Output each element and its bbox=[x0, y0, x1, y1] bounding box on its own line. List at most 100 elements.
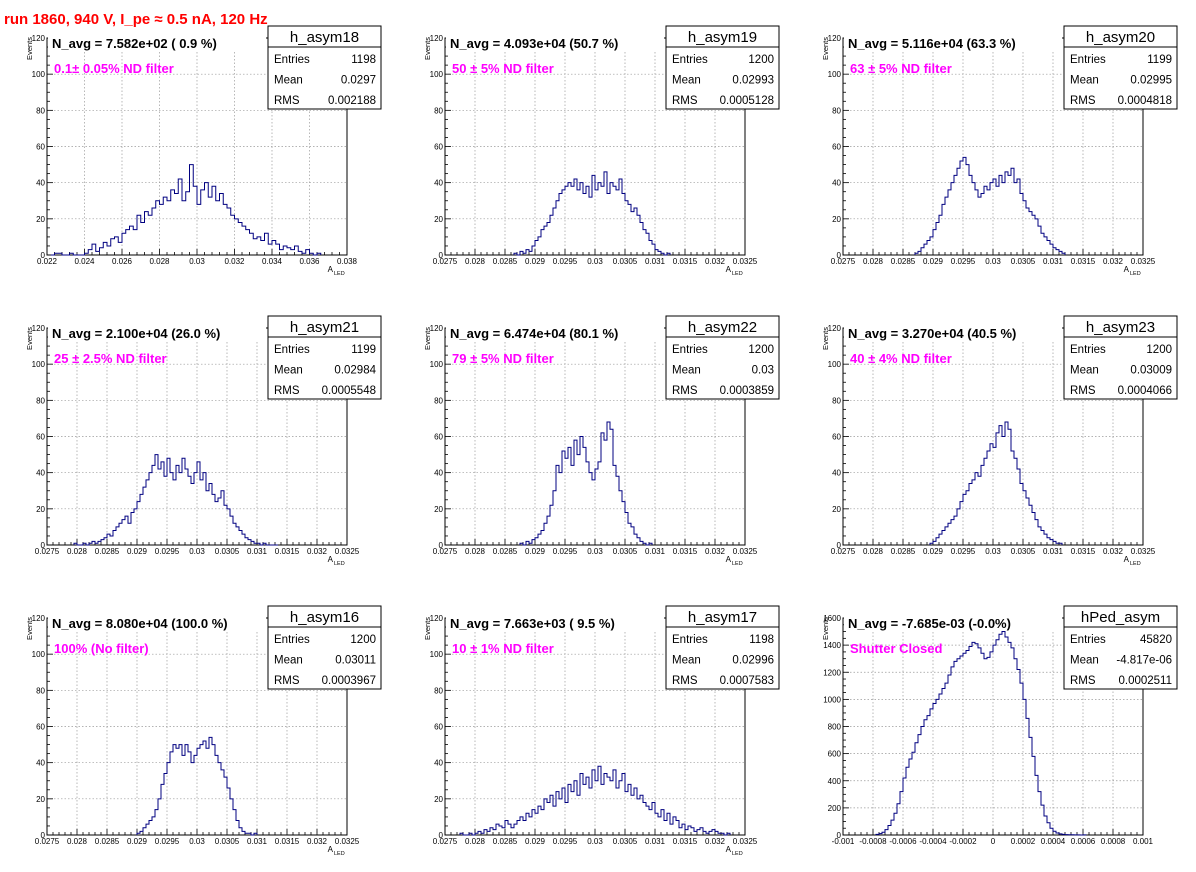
stats-value: 0.002188 bbox=[328, 95, 376, 107]
histogram-bin bbox=[111, 239, 115, 255]
histogram-bin bbox=[526, 541, 529, 545]
histogram-bin bbox=[951, 520, 954, 545]
x-tick-label: 0.0275 bbox=[433, 257, 458, 266]
histogram-bin bbox=[661, 810, 664, 835]
stats-box-name: h_asym21 bbox=[290, 319, 359, 336]
stats-value: 0.02996 bbox=[732, 655, 774, 667]
histogram-bin bbox=[1008, 429, 1011, 545]
histogram-bin bbox=[667, 253, 670, 255]
histogram-series-hPed_asym bbox=[875, 631, 1087, 836]
histogram-bin bbox=[559, 473, 562, 545]
histogram-bin bbox=[1053, 541, 1056, 545]
stats-value: 1200 bbox=[1146, 344, 1172, 356]
histogram-bin bbox=[1017, 179, 1020, 255]
histogram-bin bbox=[942, 204, 945, 255]
histogram-bin bbox=[98, 541, 101, 545]
histogram-bin bbox=[547, 802, 550, 835]
histogram-bin bbox=[969, 175, 972, 255]
histogram-bin bbox=[215, 755, 218, 835]
histogram-bin bbox=[637, 799, 640, 835]
histogram-panel-h_asym20: 0.0275 0.028 0.0285 0.029 0.0295 0.03 0.0305 0.… bbox=[821, 25, 1178, 277]
histogram-bin bbox=[589, 473, 592, 545]
x-tick-label: 0.0305 bbox=[613, 547, 638, 556]
histogram-bin bbox=[924, 244, 927, 255]
stats-box-name: h_asym17 bbox=[688, 609, 757, 626]
histogram-bin bbox=[145, 212, 149, 255]
histogram-bin bbox=[957, 509, 960, 545]
histogram-bin bbox=[257, 543, 260, 545]
histogram-bin bbox=[490, 828, 493, 835]
stats-value: 0.0004818 bbox=[1118, 95, 1172, 107]
histogram-bin bbox=[188, 476, 191, 545]
y-tick-label: 40 bbox=[36, 759, 45, 768]
histogram-bin bbox=[167, 763, 170, 835]
histogram-bin bbox=[1047, 823, 1050, 835]
histogram-bin bbox=[984, 659, 987, 835]
histogram-bin bbox=[131, 512, 134, 545]
histogram-bin bbox=[88, 250, 92, 255]
histogram-bin bbox=[236, 821, 239, 835]
histogram-bin bbox=[1029, 212, 1032, 255]
y-axis-title: Events bbox=[821, 327, 830, 350]
y-tick-label: 120 bbox=[430, 34, 444, 43]
histogram-bin bbox=[261, 241, 265, 255]
histogram-bin bbox=[640, 222, 643, 255]
histogram-bin bbox=[987, 451, 990, 545]
histogram-bin bbox=[963, 157, 966, 255]
histogram-bin bbox=[628, 204, 631, 255]
histogram-bin bbox=[200, 745, 203, 835]
histogram-bin bbox=[173, 745, 176, 835]
filter-annotation: Shutter Closed bbox=[850, 641, 943, 656]
x-tick-label: 0.0275 bbox=[831, 547, 856, 556]
histogram-bin bbox=[201, 190, 205, 255]
histogram-bin bbox=[538, 534, 541, 545]
stats-value: 1200 bbox=[748, 344, 774, 356]
histogram-bin bbox=[1020, 484, 1023, 545]
histogram-bin bbox=[981, 465, 984, 545]
y-tick-label: 0 bbox=[439, 251, 444, 260]
histogram-bin bbox=[96, 251, 100, 255]
stats-value: 0.0005548 bbox=[322, 385, 376, 397]
y-tick-label: 120 bbox=[32, 34, 46, 43]
histogram-bin bbox=[933, 541, 936, 545]
x-tick-label: 0.0275 bbox=[35, 547, 60, 556]
histogram-bin bbox=[607, 422, 610, 545]
histogram-bin bbox=[550, 505, 553, 545]
histogram-bin bbox=[1035, 219, 1038, 255]
histogram-bin bbox=[882, 832, 885, 835]
histogram-bin bbox=[233, 810, 236, 835]
x-tick-label: 0.0315 bbox=[275, 547, 300, 556]
histogram-bin bbox=[171, 190, 175, 255]
histogram-bin bbox=[993, 645, 996, 835]
histogram-bin bbox=[104, 538, 107, 545]
x-tick-label: 0.0295 bbox=[951, 547, 976, 556]
stats-value: 1199 bbox=[1147, 54, 1172, 66]
histogram-panel-h_asym21: 0.0275 0.028 0.0285 0.029 0.0295 0.03 0.0305 0.… bbox=[25, 315, 382, 567]
histogram-bin bbox=[709, 831, 712, 835]
plot-title-bg bbox=[48, 614, 266, 631]
y-tick-label: 100 bbox=[32, 360, 46, 369]
stats-value: 1200 bbox=[350, 634, 376, 646]
stats-box bbox=[1063, 315, 1178, 400]
histogram-bin bbox=[152, 817, 155, 835]
histogram-bin bbox=[205, 183, 209, 255]
stats-label: Mean bbox=[1070, 365, 1099, 377]
histogram-series-h_asym23 bbox=[929, 421, 1063, 545]
stats-box bbox=[267, 315, 382, 400]
histogram-bin bbox=[610, 183, 613, 255]
stats-box-name: h_asym18 bbox=[290, 29, 359, 46]
histogram-bin bbox=[499, 826, 502, 835]
stats-label: Mean bbox=[672, 365, 701, 377]
histogram-series-h_asym16 bbox=[136, 736, 258, 836]
histogram-bin bbox=[538, 237, 541, 255]
histogram-bin bbox=[1011, 648, 1014, 835]
x-tick-label: 0.028 bbox=[465, 547, 486, 556]
x-tick-label: -0.0002 bbox=[949, 837, 977, 846]
x-tick-label: 0.0315 bbox=[1071, 257, 1096, 266]
y-tick-label: 0 bbox=[439, 541, 444, 550]
histogram-bin bbox=[1011, 451, 1014, 545]
histogram-bin bbox=[146, 480, 149, 545]
histogram-bin bbox=[906, 767, 909, 835]
histogram-bin bbox=[616, 190, 619, 255]
